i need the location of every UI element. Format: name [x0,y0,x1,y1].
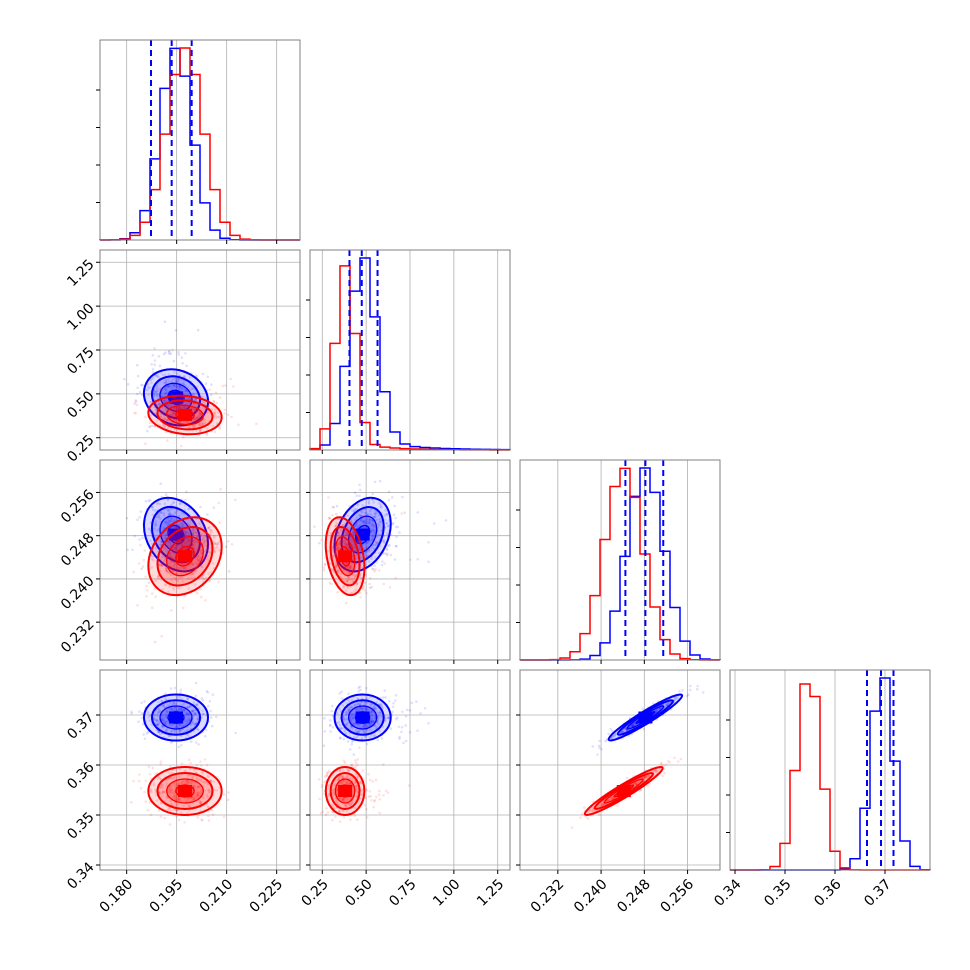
density-p4-p3 [570,684,705,829]
x-tick-label-p3: 0.232 [528,876,568,916]
density-peak [169,528,183,541]
x-tick-label-p4: 0.36 [811,876,844,909]
x-tick-label-p3: 0.248 [614,876,654,916]
panel-frame [519,459,721,661]
panel-frame [99,459,301,661]
y-tick-label-p2: 1.25 [64,257,97,290]
x-tick-label-p2: 0.75 [386,876,419,909]
x-tick-label-p1: 0.210 [197,876,237,916]
y-tick-label-p3: 0.232 [58,617,98,657]
density-peak [616,785,631,797]
x-tick-label-p2: 1.25 [474,876,507,909]
panel-frame [99,669,301,871]
density-peak [178,785,192,797]
x-tick-label-p1: 0.180 [97,876,137,916]
panel-frame [99,39,301,241]
density-peak [355,711,370,724]
y-tick-label-p3: 0.248 [58,530,98,570]
y-tick-label-p2: 0.25 [64,432,97,465]
panel-background [100,40,300,240]
density-p3-p1 [125,482,237,644]
panel-p3-p1 [100,460,300,660]
panel-frame [519,669,721,871]
scatter-series-b [132,487,237,644]
x-tick-label-p4: 0.34 [711,876,744,909]
panel-p2-p2 [310,250,510,450]
density-p4-p2 [317,685,430,823]
x-tick-label-p4: 0.35 [761,876,794,909]
y-tick-label-p2: 1.00 [64,300,97,333]
y-tick-label-p4: 0.34 [64,859,97,892]
y-tick-label-p3: 0.256 [58,487,98,527]
panel-background [520,670,720,870]
x-tick-label-p1: 0.225 [247,876,287,916]
density-peak [178,408,192,421]
density-p4-p1 [130,681,237,826]
x-tick-label-p3: 0.256 [658,876,698,916]
x-tick-label-p4: 0.37 [861,876,894,909]
x-tick-label-p2: 0.50 [342,876,375,909]
panel-p4-p3 [520,670,720,870]
scatter-series-b [313,496,412,605]
density-peak [638,711,653,724]
density-peak [169,711,183,724]
x-tick-label-p2: 1.00 [430,876,463,909]
y-tick-label-p3: 0.240 [58,573,98,613]
panel-background [100,460,300,660]
panel-p1-p1 [100,40,300,240]
x-tick-label-p3: 0.240 [571,876,611,916]
density-peak [338,785,353,797]
y-tick-label-p2: 0.50 [64,388,97,421]
density-p2-p1 [123,320,258,448]
y-tick-label-p2: 0.75 [64,344,97,377]
y-tick-label-p4: 0.36 [64,759,97,792]
panel-frame [729,669,931,871]
density-p3-p2 [313,479,448,605]
x-tick-label-p1: 0.195 [147,876,187,916]
x-tick-label-p2: 0.25 [299,876,332,909]
y-tick-label-p4: 0.37 [64,709,97,742]
density-peak [338,550,353,563]
y-tick-label-p4: 0.35 [64,809,97,842]
panel-p4-p2 [310,670,510,870]
panel-p2-p1 [100,250,300,450]
density-peak [178,550,192,563]
